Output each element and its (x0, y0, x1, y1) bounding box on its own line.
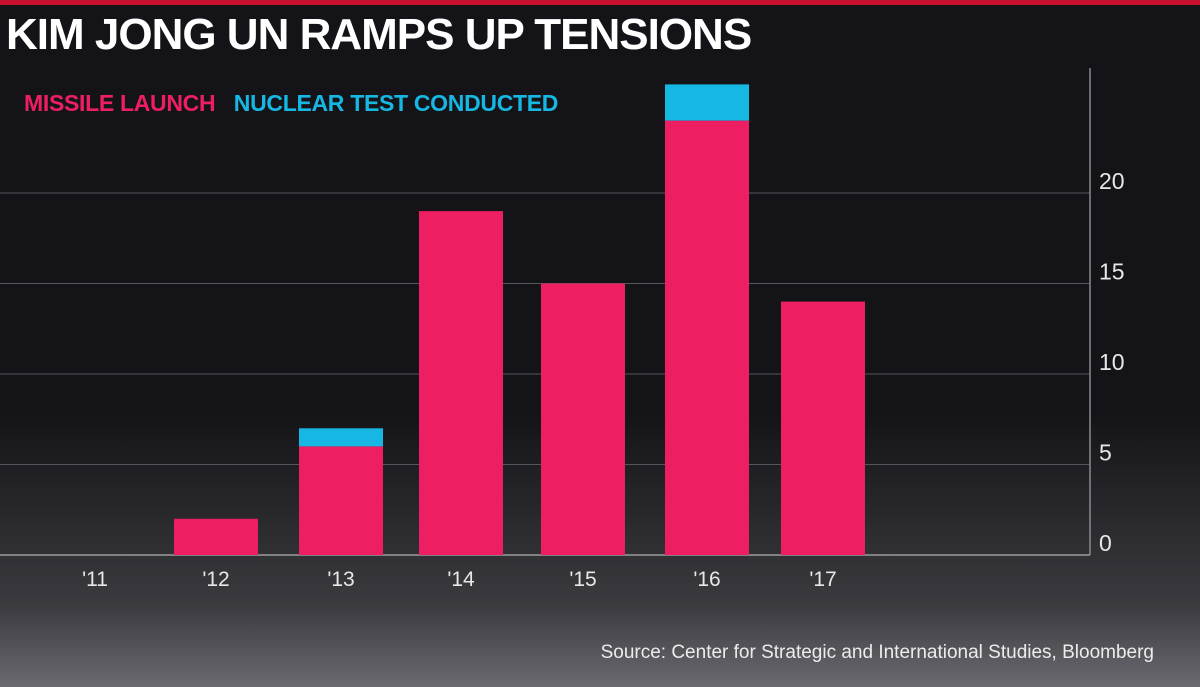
y-tick-label: 15 (1099, 259, 1125, 285)
x-tick-label: '11 (82, 568, 108, 591)
bar-missile-launch (419, 211, 503, 555)
bar-missile-launch (174, 518, 258, 555)
y-tick-label: 10 (1099, 349, 1125, 375)
legend-nuclear-test: NUCLEAR TEST CONDUCTED (233, 90, 559, 116)
x-tick-label: '14 (447, 568, 475, 591)
chart-title: KIM JONG UN RAMPS UP TENSIONS (6, 10, 752, 59)
legend: MISSILE LAUNCH NUCLEAR TEST CONDUCTED (24, 90, 572, 117)
y-tick-label: 0 (1099, 530, 1112, 556)
x-tick-label: '13 (327, 568, 354, 591)
legend-missile-launch: MISSILE LAUNCH (24, 90, 216, 116)
bar-missile-launch (541, 283, 625, 555)
bar-missile-launch (299, 446, 383, 555)
y-tick-label: 20 (1099, 168, 1125, 194)
y-tick-label: 5 (1099, 440, 1112, 466)
bar-missile-launch (781, 301, 865, 555)
source-note: Source: Center for Strategic and Interna… (600, 642, 1154, 663)
x-tick-label: '16 (693, 568, 720, 591)
x-tick-label: '12 (202, 568, 229, 591)
top-accent-rule (0, 0, 1200, 5)
x-tick-label: '15 (569, 568, 596, 591)
bar-missile-launch (665, 120, 749, 555)
bar-nuclear-test (665, 84, 749, 121)
x-tick-label: '17 (809, 568, 836, 591)
bar-nuclear-test (299, 428, 383, 447)
